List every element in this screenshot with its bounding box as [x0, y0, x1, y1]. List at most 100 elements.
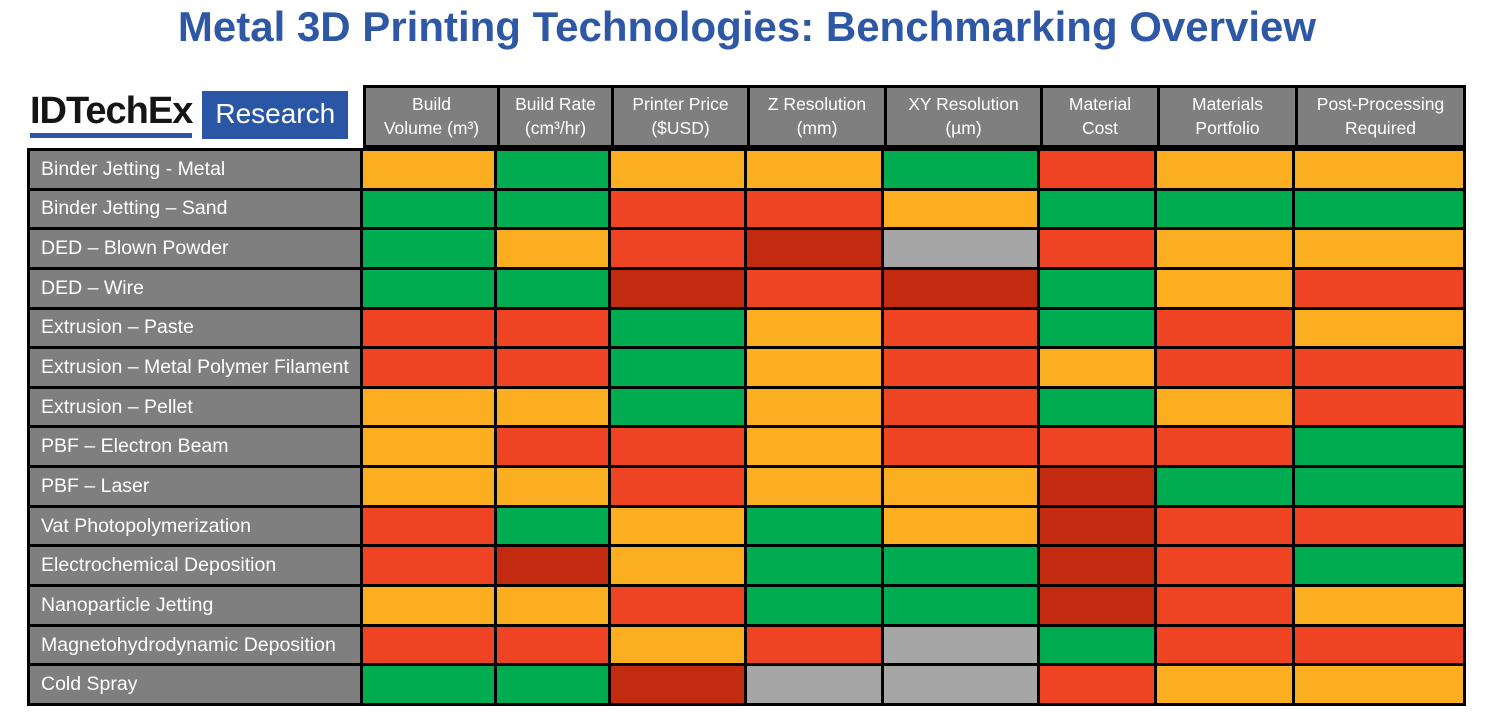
matrix-cell — [1040, 428, 1154, 466]
matrix-cell — [363, 269, 494, 307]
row-label: PBF – Laser — [30, 468, 360, 505]
matrix-cell — [1040, 547, 1154, 585]
matrix-cell — [363, 349, 494, 386]
matrix-cell — [611, 230, 744, 267]
matrix-cell — [497, 190, 608, 228]
matrix-cell — [1040, 349, 1154, 386]
column-header: XY Resolution (µm) — [887, 88, 1040, 145]
matrix-cell — [884, 666, 1037, 703]
row-label: DED – Blown Powder — [30, 230, 360, 267]
row-label: Nanoparticle Jetting — [30, 587, 360, 624]
matrix-cell — [1157, 468, 1292, 505]
matrix-cell — [747, 626, 881, 664]
table-header-row: IDTechEx Research Build Volume (m³) Build… — [27, 85, 1466, 148]
matrix-cell — [1040, 388, 1154, 426]
matrix-cell — [1157, 388, 1292, 426]
column-header-row: Build Volume (m³) Build Rate (cm³/hr) Prin… — [363, 85, 1466, 148]
matrix-cell — [363, 230, 494, 267]
matrix-cell — [1295, 468, 1463, 505]
idtechex-logo: IDTechEx Research — [27, 85, 363, 148]
matrix-cell — [747, 507, 881, 545]
matrix-cell — [1295, 190, 1463, 228]
matrix-cell — [1295, 587, 1463, 624]
matrix-cell — [611, 190, 744, 228]
matrix-cell — [497, 388, 608, 426]
matrix-cell — [363, 626, 494, 664]
column-header: Material Cost — [1043, 88, 1157, 145]
matrix-cell — [1157, 428, 1292, 466]
matrix-cell — [363, 547, 494, 585]
row-label: Binder Jetting – Sand — [30, 190, 360, 228]
matrix-cell — [1295, 388, 1463, 426]
matrix-cell — [497, 547, 608, 585]
row-label: DED – Wire — [30, 269, 360, 307]
row-label: Electrochemical Deposition — [30, 547, 360, 585]
matrix-cell — [363, 151, 494, 188]
column-header: Materials Portfolio — [1160, 88, 1295, 145]
matrix-cell — [1157, 230, 1292, 267]
matrix-cell — [611, 388, 744, 426]
matrix-cell — [497, 666, 608, 703]
matrix-cell — [611, 468, 744, 505]
matrix-cell — [1295, 151, 1463, 188]
matrix-cell — [1040, 309, 1154, 347]
matrix-cell — [611, 428, 744, 466]
matrix-cell — [747, 269, 881, 307]
matrix-cell — [363, 666, 494, 703]
matrix-cell — [363, 388, 494, 426]
matrix-cell — [497, 309, 608, 347]
matrix-cell — [497, 269, 608, 307]
matrix-cell — [747, 587, 881, 624]
matrix-cell — [1040, 269, 1154, 307]
matrix-cell — [363, 468, 494, 505]
matrix-cell — [497, 428, 608, 466]
matrix-cell — [363, 428, 494, 466]
matrix-cell — [497, 230, 608, 267]
row-label: Binder Jetting - Metal — [30, 151, 360, 188]
matrix-cell — [1295, 547, 1463, 585]
matrix-cell — [1295, 309, 1463, 347]
column-header: Z Resolution (mm) — [750, 88, 884, 145]
row-label: Extrusion – Metal Polymer Filament — [30, 349, 360, 386]
matrix-cell — [884, 388, 1037, 426]
matrix-cell — [1040, 666, 1154, 703]
matrix-cell — [1040, 507, 1154, 545]
matrix-cell — [363, 587, 494, 624]
matrix-cell — [1157, 587, 1292, 624]
matrix-cell — [747, 309, 881, 347]
matrix-cell — [1295, 428, 1463, 466]
matrix-cell — [497, 151, 608, 188]
matrix-cell — [884, 190, 1037, 228]
matrix-cell — [747, 428, 881, 466]
matrix-cell — [1295, 626, 1463, 664]
matrix-cell — [747, 349, 881, 386]
matrix-cell — [747, 468, 881, 505]
matrix-cell — [1157, 626, 1292, 664]
matrix-body: Binder Jetting - Metal Binder Jetting – S… — [27, 148, 1466, 706]
matrix-cell — [884, 309, 1037, 347]
row-label: Magnetohydrodynamic Deposition — [30, 626, 360, 664]
matrix-cell — [1040, 151, 1154, 188]
matrix-cell — [884, 151, 1037, 188]
matrix-cell — [611, 666, 744, 703]
matrix-cell — [1295, 230, 1463, 267]
matrix-cell — [1157, 190, 1292, 228]
matrix-cell — [1040, 230, 1154, 267]
matrix-cell — [747, 547, 881, 585]
row-label: PBF – Electron Beam — [30, 428, 360, 466]
matrix-cell — [611, 349, 744, 386]
matrix-cell — [1295, 666, 1463, 703]
matrix-cell — [497, 626, 608, 664]
page-title: Metal 3D Printing Technologies: Benchmar… — [177, 3, 1317, 50]
benchmark-table: IDTechEx Research Build Volume (m³) Build… — [27, 85, 1466, 706]
matrix-cell — [884, 349, 1037, 386]
column-header: Printer Price ($USD) — [614, 88, 747, 145]
matrix-cell — [1157, 666, 1292, 703]
research-badge: Research — [202, 90, 349, 139]
idtechex-wordmark: IDTechEx — [30, 92, 193, 138]
matrix-cell — [1040, 468, 1154, 505]
matrix-cell — [1157, 269, 1292, 307]
row-label: Vat Photopolymerization — [30, 507, 360, 545]
matrix-cell — [884, 269, 1037, 307]
row-label: Extrusion – Pellet — [30, 388, 360, 426]
